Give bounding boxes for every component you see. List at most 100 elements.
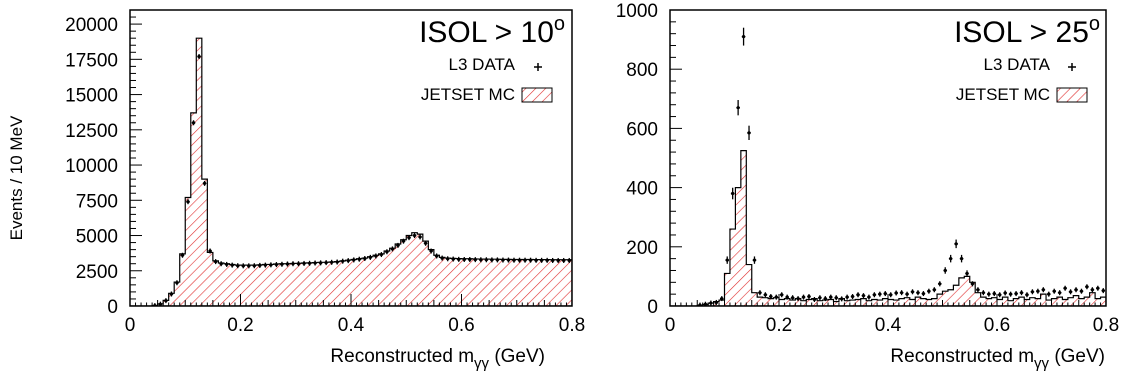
data-point — [169, 291, 174, 297]
data-point — [224, 261, 229, 267]
data-point — [709, 300, 713, 306]
y-tick-label: 600 — [626, 119, 658, 140]
data-point — [473, 257, 478, 263]
data-point — [1057, 290, 1062, 296]
data-point — [796, 296, 800, 302]
y-tick-label: 0 — [107, 297, 118, 318]
data-point — [959, 254, 964, 263]
data-point — [850, 294, 855, 300]
data-point — [943, 267, 948, 274]
data-point — [246, 263, 251, 269]
y-tick-label: 0 — [647, 297, 658, 318]
data-point — [981, 290, 986, 296]
data-point — [937, 281, 942, 287]
right-panel: 0 0.2 0.4 0.6 0.8 0 200 400 600 800 1000 ISOL > 2… — [616, 1, 1119, 372]
legend-data-marker — [1068, 63, 1076, 71]
data-point — [456, 256, 461, 262]
data-point — [1046, 291, 1051, 297]
data-point — [484, 257, 489, 263]
y-tick-label: 2500 — [76, 262, 118, 283]
panel-title: ISOL > 10o — [419, 13, 565, 49]
data-point — [905, 291, 909, 297]
data-point — [467, 256, 472, 262]
data-point — [698, 302, 702, 306]
x-tick-label: 0 — [665, 315, 676, 336]
data-point — [736, 100, 740, 116]
data-point — [790, 295, 795, 301]
x-tick-label: 0.8 — [559, 315, 585, 336]
data-point — [741, 27, 746, 46]
data-point — [340, 258, 345, 264]
data-point — [235, 263, 240, 269]
data-point — [186, 199, 190, 205]
data-point — [429, 248, 433, 254]
data-point — [423, 240, 428, 246]
data-point — [965, 270, 969, 277]
mc-histogram — [670, 150, 1106, 306]
legend-mc-swatch — [521, 87, 553, 103]
data-point — [202, 180, 207, 186]
data-point — [434, 253, 439, 259]
data-point — [899, 290, 904, 296]
data-point — [296, 261, 301, 267]
legend-mc-label: JETSET MC — [421, 85, 515, 104]
data-point — [927, 288, 931, 294]
data-point — [769, 294, 773, 300]
y-tick-label: 5000 — [76, 227, 118, 248]
data-point — [997, 292, 1002, 298]
x-tick-label: 0.6 — [448, 315, 474, 336]
data-point — [523, 257, 527, 263]
data-point — [948, 254, 953, 263]
panel-title: ISOL > 25o — [954, 13, 1100, 49]
data-point — [263, 262, 268, 268]
legend-data-marker — [534, 63, 542, 71]
data-point — [801, 294, 806, 300]
y-tick-label: 200 — [626, 238, 658, 259]
data-point — [872, 292, 877, 298]
data-point — [302, 260, 306, 266]
data-point — [856, 292, 860, 298]
x-tick-label: 0.2 — [227, 315, 253, 336]
x-axis-label: Reconstructed mγγ (GeV) — [330, 346, 545, 372]
legend-data-label: L3 DATA — [449, 55, 516, 74]
data-point — [501, 257, 505, 263]
y-axis-ticks: 0 200 400 600 800 1000 — [616, 1, 682, 318]
y-axis-ticks: 0 2500 5000 7500 10000 12500 15000 17500 20000 — [65, 9, 142, 318]
data-point — [285, 261, 290, 267]
data-point — [440, 255, 444, 261]
data-point — [318, 260, 323, 266]
x-tick-label: 0 — [125, 315, 136, 336]
data-point — [954, 239, 958, 249]
data-point — [779, 292, 784, 298]
x-tick-label: 0.6 — [984, 315, 1010, 336]
data-point — [230, 262, 235, 268]
data-point — [445, 256, 450, 262]
data-point — [379, 252, 384, 258]
x-axis-ticks: 0 0.2 0.4 0.6 0.8 — [125, 294, 585, 336]
x-tick-label: 0.4 — [875, 315, 902, 336]
data-point — [313, 260, 317, 266]
data-point — [1052, 288, 1057, 294]
data-point — [258, 262, 262, 268]
data-point — [495, 257, 500, 263]
data-point — [291, 261, 295, 267]
data-point — [1036, 288, 1040, 294]
data-point — [180, 252, 185, 258]
data-point — [888, 292, 893, 298]
data-point — [335, 259, 339, 265]
data-point — [412, 233, 417, 239]
data-point — [921, 291, 926, 297]
data-point — [823, 296, 828, 302]
data-point — [867, 294, 871, 300]
data-point — [730, 187, 735, 200]
data-point — [517, 257, 522, 263]
x-tick-label: 0.4 — [338, 315, 365, 336]
left-panel: 0 0.2 0.4 0.6 0.8 0 2500 5000 7500 10000 12500 150… — [7, 9, 585, 372]
data-point — [1074, 287, 1078, 293]
data-point — [197, 54, 201, 60]
data-point — [390, 246, 395, 252]
data-point — [763, 292, 768, 298]
legend-mc-label: JETSET MC — [956, 85, 1050, 104]
data-point — [528, 257, 533, 263]
